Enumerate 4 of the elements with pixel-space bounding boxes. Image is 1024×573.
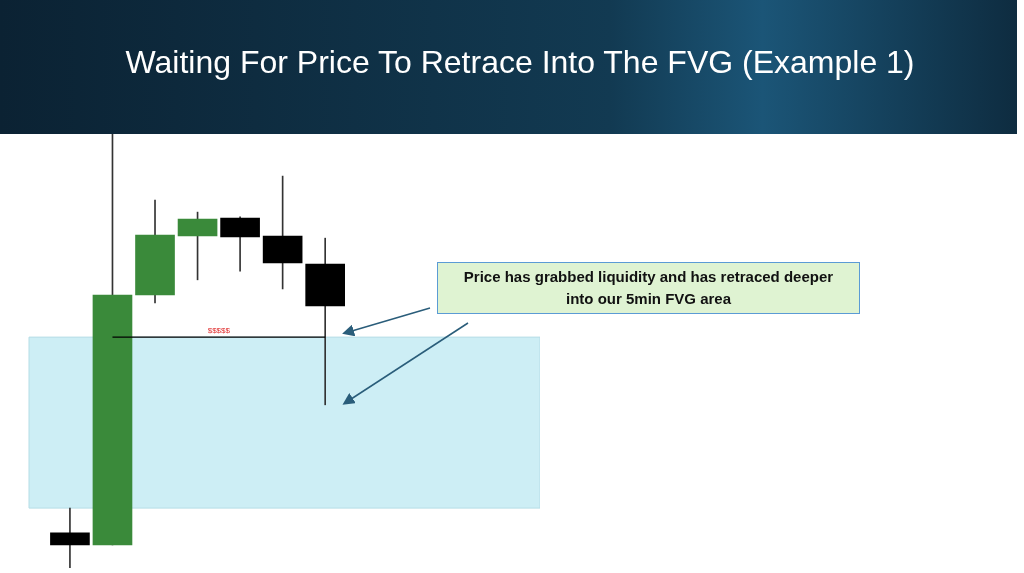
candlestick bbox=[50, 507, 90, 568]
text: Waiting For Price To Retrace Into The FVG (Example 1) bbox=[124, 44, 916, 81]
text: Price has grabbed liquidity and has retraced deeper into our 5min FVG area bbox=[437, 262, 860, 314]
ref-line-label: $$$$$ bbox=[207, 326, 231, 336]
